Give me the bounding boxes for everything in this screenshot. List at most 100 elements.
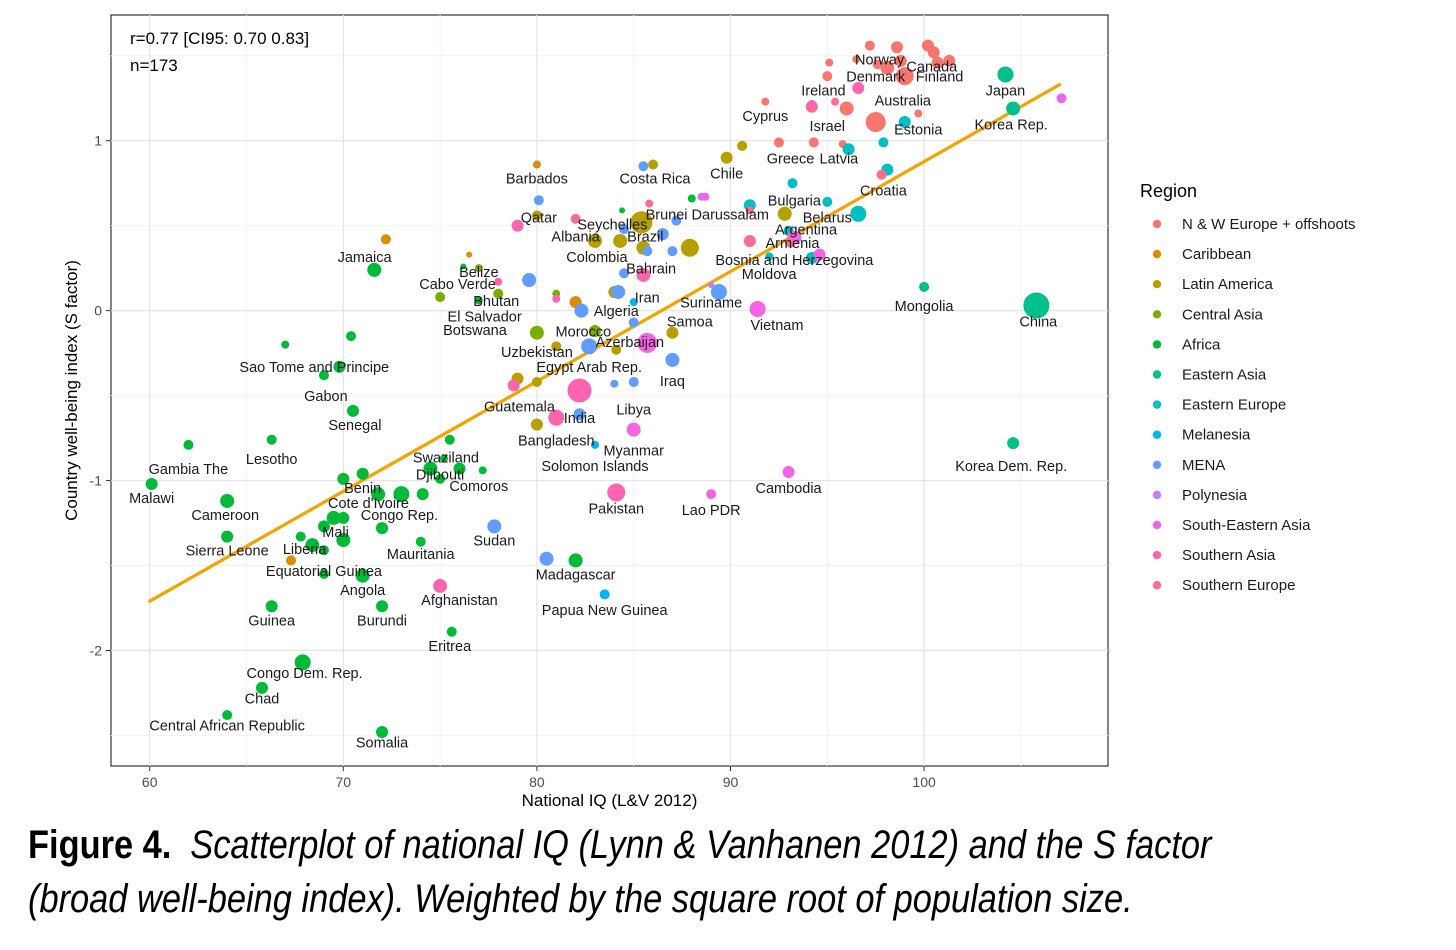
country-label: Colombia	[566, 250, 628, 266]
country-label: Egypt Arab Rep.	[536, 360, 642, 376]
data-point	[619, 224, 630, 235]
country-label: Senegal	[328, 418, 381, 434]
data-point	[842, 143, 855, 156]
country-label: Papua New Guinea	[542, 603, 669, 619]
figure-caption: Figure 4. Scatterplot of national IQ (Lyn…	[28, 818, 1241, 926]
country-label: Chile	[710, 167, 743, 183]
legend: Region N & W Europe + offshoots Caribbean…	[1140, 181, 1356, 594]
legend-entry-label: Eastern Asia	[1182, 367, 1267, 384]
legend-key	[1152, 430, 1162, 439]
data-point	[839, 101, 854, 116]
data-point	[581, 338, 598, 355]
country-label: Cyprus	[742, 109, 788, 125]
data-point	[446, 626, 457, 637]
data-point	[333, 360, 346, 373]
country-label: Sao Tome and Principe	[239, 360, 389, 376]
data-point	[642, 246, 653, 257]
country-label: Myanmar	[603, 443, 664, 459]
country-label: Canada	[906, 60, 958, 76]
legend-entry-label: Melanesia	[1182, 427, 1251, 444]
country-label: Angola	[340, 583, 386, 599]
legend-key	[1152, 581, 1162, 590]
x-tick-label: 100	[912, 774, 936, 790]
data-point	[221, 530, 234, 543]
data-point	[337, 472, 350, 485]
data-point	[433, 578, 448, 593]
country-label: Congo Rep.	[361, 508, 438, 524]
country-label: Albania	[551, 229, 600, 245]
country-label: Samoa	[667, 314, 714, 330]
legend-key	[1152, 550, 1162, 560]
data-point	[637, 332, 658, 353]
legend-key	[1152, 340, 1162, 349]
country-label: Armenia	[765, 236, 820, 252]
data-point	[529, 325, 544, 340]
country-label: Korea Dem. Rep.	[955, 459, 1067, 475]
data-point	[648, 159, 659, 170]
data-point	[822, 71, 833, 82]
country-label: Israel	[810, 119, 845, 135]
data-point	[376, 522, 389, 535]
data-point	[782, 466, 795, 479]
legend-entry-label: Caribbean	[1182, 246, 1251, 263]
country-label: Pakistan	[588, 501, 644, 517]
country-label: Qatar	[521, 211, 557, 227]
data-point	[551, 341, 562, 352]
data-point	[493, 288, 504, 299]
country-label: Mali	[322, 525, 349, 541]
data-point	[667, 246, 678, 257]
legend-title: Region	[1140, 181, 1197, 201]
country-label: Djibouti	[416, 467, 464, 483]
data-point	[880, 60, 895, 75]
data-point	[552, 294, 561, 303]
country-label: Iraq	[660, 374, 685, 390]
country-label: Jamaica	[338, 250, 393, 266]
data-point	[346, 404, 359, 417]
grid	[111, 15, 1108, 766]
country-label: Solomon Islands	[541, 459, 648, 475]
data-point	[831, 97, 840, 106]
country-label: Madagascar	[536, 568, 616, 584]
data-point	[415, 536, 426, 547]
data-point	[423, 461, 438, 476]
country-label: Argentina	[775, 223, 838, 239]
country-label: Liberia	[283, 542, 327, 558]
country-label: Burundi	[357, 613, 407, 629]
data-point	[765, 252, 774, 261]
country-label: Lao PDR	[682, 503, 741, 519]
country-label: Norway	[855, 53, 905, 69]
caption-line-1: Figure 4. Scatterplot of national IQ (Lyn…	[28, 818, 1241, 872]
data-point	[532, 160, 541, 169]
data-point	[220, 493, 235, 508]
data-point	[629, 298, 638, 307]
country-label: Mongolia	[895, 299, 955, 315]
country-label: Comoros	[449, 479, 508, 495]
country-label: Suriname	[680, 296, 742, 312]
data-point	[337, 511, 350, 524]
data-point	[286, 555, 297, 566]
data-point	[439, 454, 448, 463]
data-point	[531, 210, 542, 221]
data-point	[574, 303, 589, 318]
data-point	[453, 462, 466, 475]
legend-entry-label: MENA	[1182, 457, 1225, 474]
data-point	[305, 538, 320, 553]
data-point	[435, 292, 446, 303]
data-point	[687, 194, 696, 203]
data-point	[336, 533, 351, 548]
data-point	[777, 206, 792, 221]
data-point	[619, 207, 626, 214]
country-label: Botswana	[443, 323, 508, 339]
legend-entry-label: Africa	[1182, 336, 1221, 353]
data-point	[568, 553, 583, 568]
caption-text-1: Scatterplot of national IQ (Lynn & Vanha…	[190, 823, 1212, 867]
data-point	[822, 196, 833, 207]
country-label: Afghanistan	[421, 593, 498, 609]
x-axis-label: National IQ (L&V 2012)	[522, 791, 698, 810]
data-point	[567, 378, 592, 403]
data-point	[852, 82, 865, 95]
country-label: Cambodia	[756, 481, 823, 497]
data-point	[376, 726, 389, 739]
x-tick-label: 80	[529, 774, 545, 790]
data-point	[548, 409, 565, 426]
